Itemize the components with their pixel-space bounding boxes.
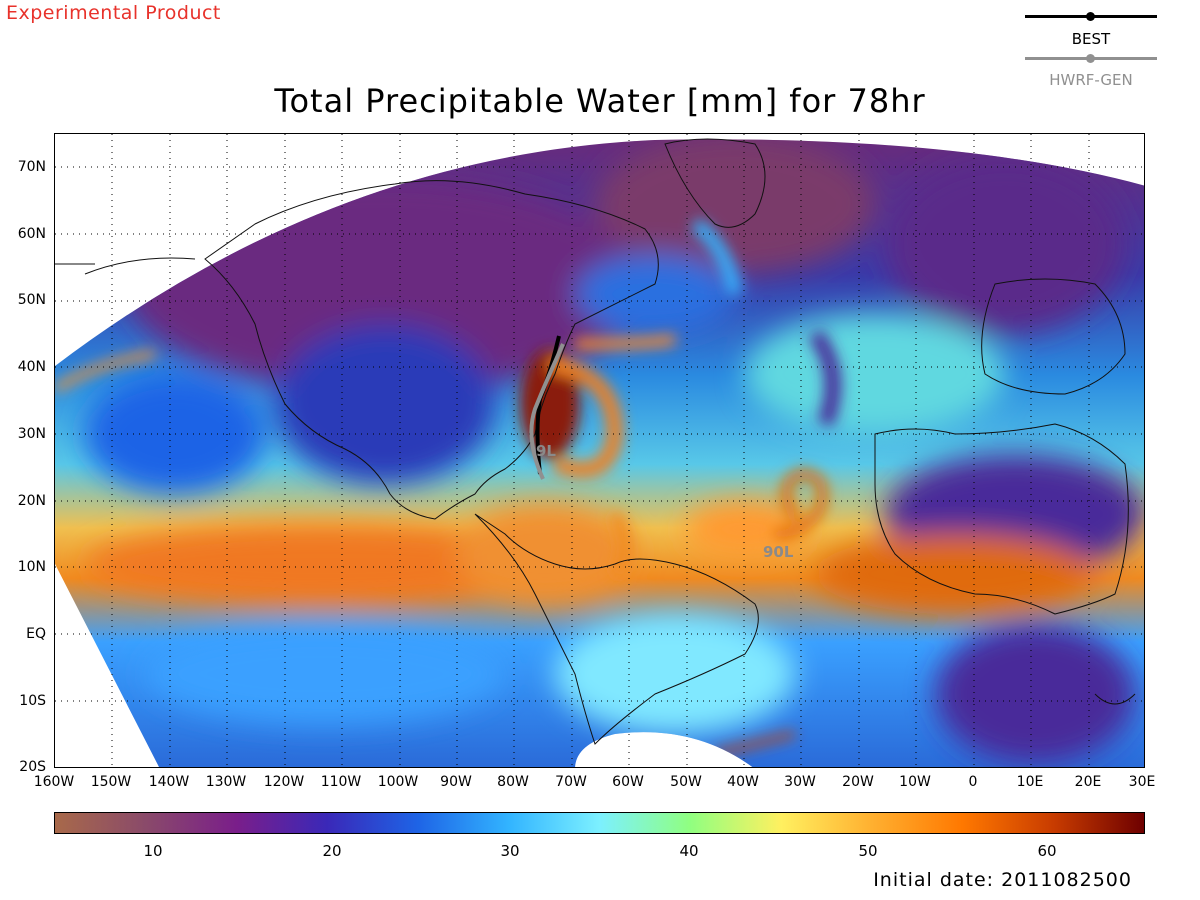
- map-panel: 9L 90L: [54, 133, 1145, 768]
- lat-label: 40N: [17, 359, 46, 375]
- lon-label: 120W: [263, 774, 305, 790]
- storm-label-9l: 9L: [536, 442, 556, 460]
- lon-label: 40W: [727, 774, 759, 790]
- hwrf-gen-legend-marker: [1086, 54, 1095, 63]
- lon-label: 110W: [320, 774, 362, 790]
- lon-label: 50W: [670, 774, 702, 790]
- lon-label: 140W: [148, 774, 190, 790]
- lat-label: 50N: [17, 292, 46, 308]
- hwrf-gen-legend-label: HWRF-GEN: [1049, 71, 1133, 89]
- best-track-legend-label: BEST: [1071, 30, 1111, 48]
- lon-label: 70W: [555, 774, 587, 790]
- lon-label: 20E: [1074, 774, 1102, 790]
- colorbar-tick-label: 10: [143, 842, 163, 860]
- lon-label: 30W: [784, 774, 816, 790]
- lon-label: 150W: [90, 774, 132, 790]
- lat-label: 20S: [19, 759, 46, 775]
- colorbar-tick-label: 50: [858, 842, 878, 860]
- lat-label: 10S: [19, 693, 46, 709]
- storm-label-90l: 90L: [763, 543, 794, 561]
- lat-label: EQ: [26, 626, 46, 642]
- lon-label: 10E: [1016, 774, 1044, 790]
- lon-label: 60W: [612, 774, 644, 790]
- colorbar-tick-label: 30: [500, 842, 520, 860]
- colorbar-tick-label: 60: [1037, 842, 1057, 860]
- lon-label: 80W: [497, 774, 529, 790]
- initial-date-label: Initial date: 2011082500: [873, 869, 1132, 891]
- lat-label: 60N: [17, 226, 46, 242]
- lon-label: 90W: [440, 774, 472, 790]
- lon-label: 130W: [205, 774, 247, 790]
- colorbar-tick-label: 40: [679, 842, 699, 860]
- lon-label: 100W: [377, 774, 419, 790]
- precipitable-water-field: [55, 139, 1144, 767]
- lon-label: 160W: [33, 774, 75, 790]
- lon-label: 0: [968, 774, 978, 790]
- lat-label: 10N: [17, 559, 46, 575]
- lat-label: 20N: [17, 493, 46, 509]
- colorbar-tick-label: 20: [322, 842, 342, 860]
- experimental-product-label: Experimental Product: [6, 2, 221, 24]
- lat-label: 70N: [17, 159, 46, 175]
- lat-label: 30N: [17, 426, 46, 442]
- hwrf-gen-track-line: [529, 343, 565, 480]
- lon-label: 10W: [899, 774, 931, 790]
- lon-label: 20W: [842, 774, 874, 790]
- colorbar: [54, 812, 1145, 834]
- lon-label: 30E: [1128, 774, 1156, 790]
- best-track-legend-marker: [1086, 12, 1095, 21]
- map-canvas: 9L 90L: [55, 134, 1144, 767]
- map-title: Total Precipitable Water [mm] for 78hr: [274, 82, 926, 120]
